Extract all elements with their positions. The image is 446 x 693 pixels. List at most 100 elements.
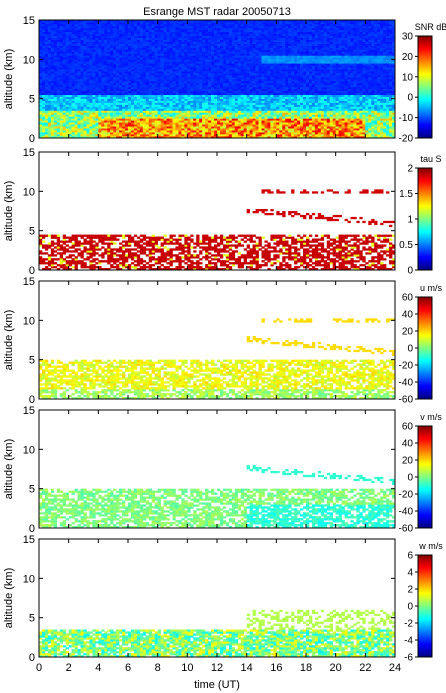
- heatmap-cell: [56, 45, 61, 48]
- heatmap-cell: [276, 132, 280, 135]
- heatmap-cell: [136, 29, 141, 33]
- heatmap-cell: [240, 71, 244, 74]
- heatmap-cell: [44, 43, 49, 46]
- heatmap-cell: [202, 69, 206, 72]
- heatmap-cell: [219, 53, 224, 56]
- heatmap-cell: [282, 114, 286, 117]
- heatmap-cell: [148, 33, 153, 37]
- heatmap-cell: [243, 29, 247, 33]
- heatmap-cell: [219, 118, 224, 121]
- heatmap-cell: [50, 92, 55, 96]
- heatmap-cell: [77, 102, 81, 105]
- heatmap-cell: [178, 23, 182, 27]
- heatmap-cell: [142, 94, 147, 97]
- heatmap-cell: [47, 118, 52, 121]
- heatmap-cell: [261, 79, 265, 82]
- heatmap-cell: [205, 112, 209, 115]
- heatmap-cell: [252, 65, 256, 68]
- heatmap-cell: [246, 134, 250, 137]
- heatmap-cell: [125, 132, 129, 135]
- heatmap-cell: [240, 29, 244, 33]
- heatmap-cell: [148, 106, 153, 109]
- heatmap-cell: [160, 130, 164, 133]
- heatmap-cell: [113, 61, 117, 64]
- heatmap-cell: [228, 90, 233, 94]
- heatmap-cell: [169, 49, 173, 52]
- heatmap-cell: [136, 120, 141, 123]
- heatmap-cell: [231, 43, 236, 46]
- heatmap-cell: [50, 114, 55, 117]
- heatmap-cell: [193, 73, 197, 76]
- heatmap-cell: [62, 80, 66, 84]
- heatmap-cell: [77, 82, 81, 86]
- heatmap-cell: [53, 126, 58, 129]
- heatmap-cell: [44, 67, 49, 70]
- heatmap-cell: [101, 112, 105, 115]
- heatmap-cell: [136, 20, 141, 23]
- heatmap-cell: [98, 33, 102, 37]
- heatmap-cell: [104, 116, 108, 119]
- heatmap-cell: [86, 61, 90, 64]
- heatmap-cell: [163, 120, 167, 123]
- heatmap-cell: [130, 84, 135, 88]
- heatmap-cell: [41, 47, 46, 50]
- heatmap-cell: [116, 59, 120, 62]
- heatmap-cell: [193, 55, 197, 58]
- heatmap-cell: [41, 136, 46, 139]
- heatmap-cell: [261, 67, 265, 70]
- heatmap-cell: [68, 69, 72, 72]
- heatmap-cell: [74, 53, 78, 56]
- heatmap-cell: [89, 124, 93, 127]
- heatmap-cell: [139, 98, 144, 101]
- heatmap-cell: [59, 132, 64, 135]
- heatmap-cell: [202, 92, 206, 96]
- heatmap-cell: [166, 132, 170, 135]
- heatmap-cell: [92, 108, 96, 111]
- heatmap-cell: [98, 31, 102, 35]
- heatmap-cell: [56, 82, 61, 86]
- heatmap-cell: [261, 75, 265, 78]
- heatmap-cell: [86, 55, 90, 58]
- heatmap-cell: [77, 96, 81, 99]
- heatmap-cell: [62, 126, 66, 129]
- heatmap-cell: [160, 124, 164, 127]
- heatmap-cell: [154, 21, 158, 25]
- heatmap-cell: [196, 23, 200, 27]
- heatmap-cell: [249, 51, 253, 54]
- heatmap-cell: [163, 92, 167, 96]
- heatmap-cell: [184, 21, 188, 25]
- heatmap-cell: [217, 29, 221, 33]
- heatmap-cell: [83, 57, 87, 60]
- heatmap-cell: [77, 63, 81, 66]
- heatmap-cell: [234, 122, 239, 125]
- heatmap-cell: [157, 73, 161, 76]
- heatmap-cell: [208, 86, 212, 90]
- heatmap-cell: [246, 84, 250, 88]
- heatmap-cell: [211, 23, 215, 27]
- heatmap-cell: [264, 86, 268, 90]
- heatmap-cell: [83, 110, 87, 113]
- heatmap-cell: [119, 43, 123, 46]
- heatmap-cell: [83, 98, 87, 101]
- heatmap-cell: [228, 67, 233, 70]
- heatmap-cell: [276, 63, 280, 66]
- heatmap-cell: [139, 88, 144, 92]
- heatmap-cell: [202, 106, 206, 109]
- heatmap-cell: [273, 31, 277, 35]
- heatmap-cell: [187, 43, 191, 46]
- heatmap-cell: [125, 88, 129, 92]
- heatmap-cell: [62, 20, 66, 23]
- heatmap-cell: [252, 59, 256, 62]
- heatmap-cell: [249, 69, 253, 72]
- heatmap-cell: [217, 102, 221, 105]
- heatmap-cell: [139, 110, 144, 113]
- heatmap-cell: [151, 49, 155, 52]
- heatmap-cell: [225, 61, 230, 64]
- heatmap-cell: [228, 37, 233, 40]
- heatmap-cell: [56, 53, 61, 56]
- heatmap-cell: [222, 114, 227, 117]
- heatmap-cell: [74, 21, 78, 25]
- heatmap-cell: [217, 73, 221, 76]
- heatmap-cell: [219, 88, 224, 92]
- heatmap-cell: [50, 47, 55, 50]
